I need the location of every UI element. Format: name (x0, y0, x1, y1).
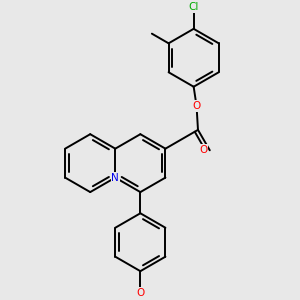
Text: O: O (192, 101, 201, 111)
Text: O: O (199, 145, 208, 155)
Text: Cl: Cl (188, 2, 199, 12)
Text: O: O (136, 288, 145, 298)
Text: N: N (111, 172, 119, 183)
